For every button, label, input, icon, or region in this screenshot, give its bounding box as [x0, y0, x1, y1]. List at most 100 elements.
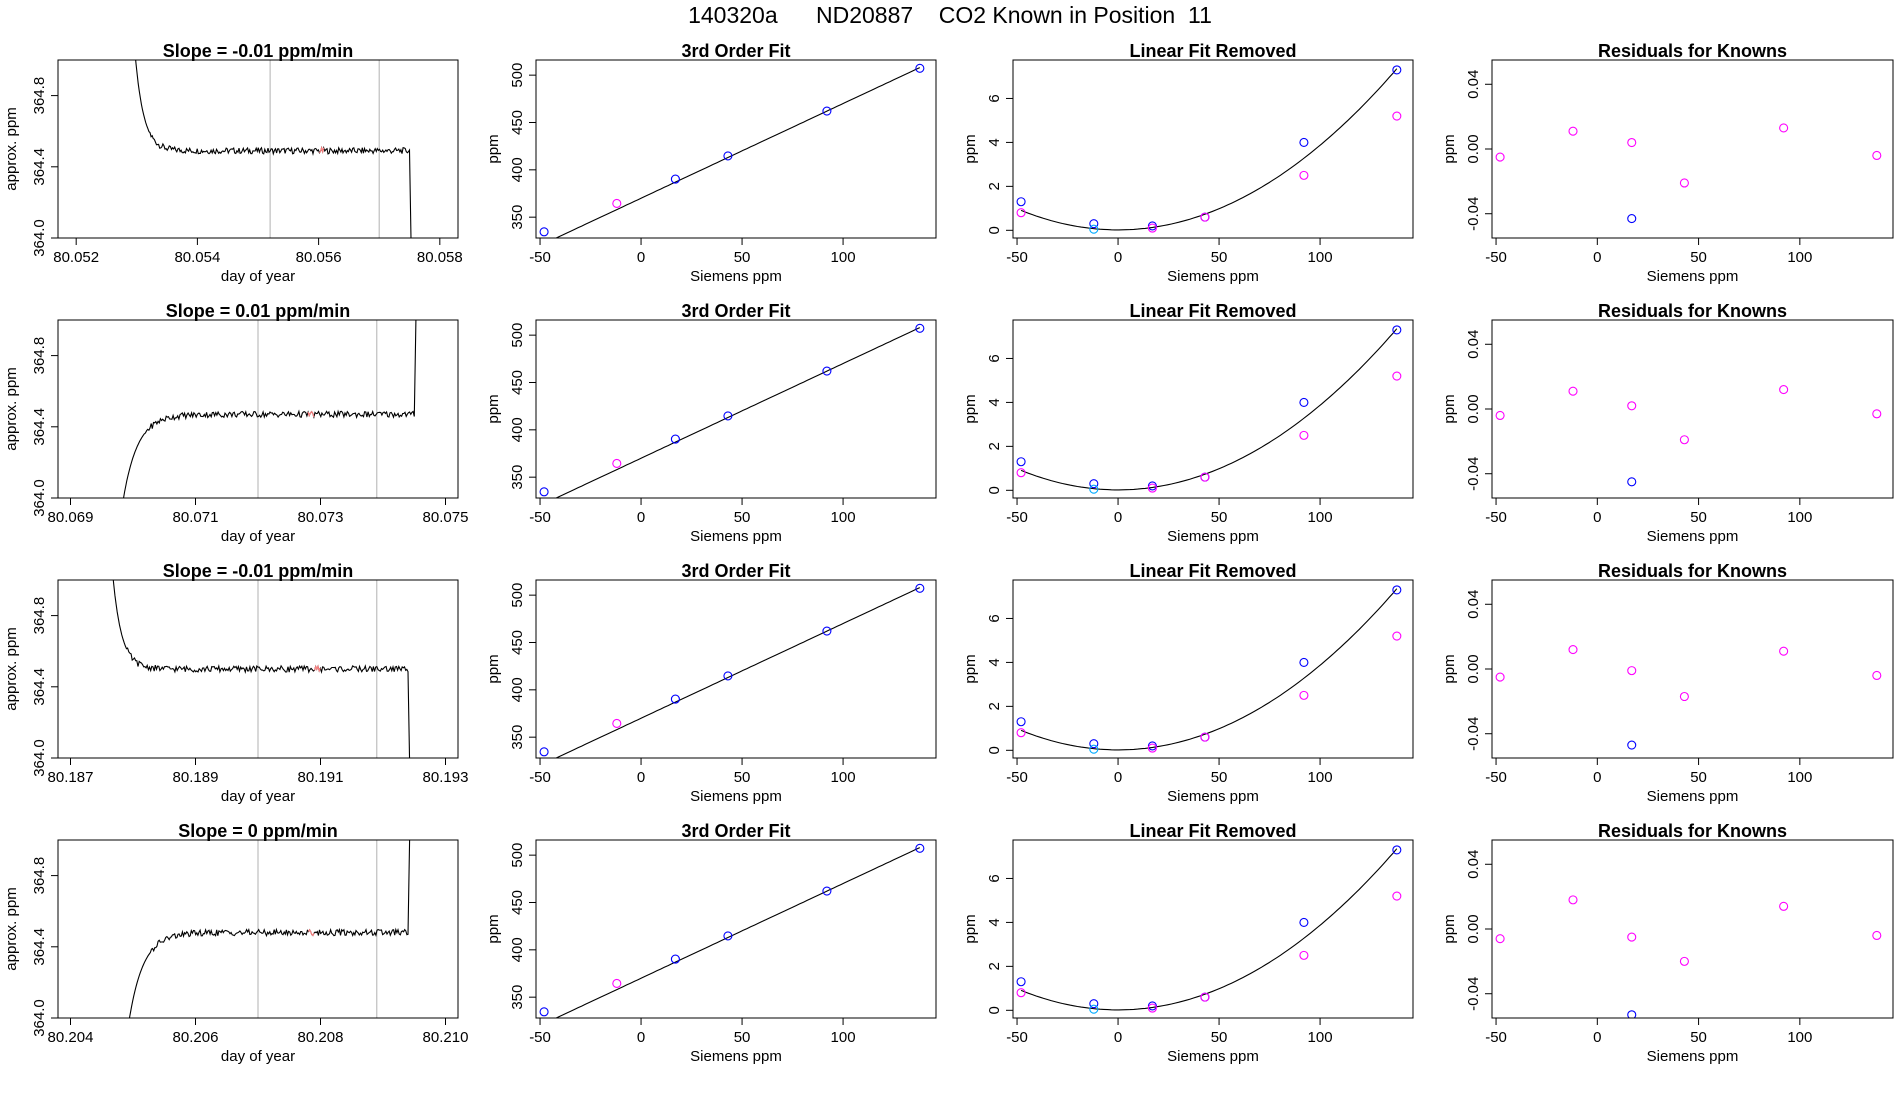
- plot-frame: [1012, 839, 1414, 1019]
- y-axis-label: ppm: [1441, 914, 1458, 943]
- data-point: [1495, 152, 1505, 162]
- y-tick-label: 0.00: [1465, 654, 1482, 683]
- panel-0-2: Linear Fit Removed -50 0 50 100 Siemens ppm 0 2…: [962, 41, 1414, 285]
- y-tick-label: -0.04: [1465, 717, 1482, 751]
- plot-frame: [535, 319, 937, 499]
- data-point: [1392, 891, 1402, 901]
- data-point: [1392, 631, 1402, 641]
- y-tick-label: 0.00: [1465, 914, 1482, 943]
- data-point: [539, 227, 549, 237]
- x-tick-label: 80.210: [423, 1029, 469, 1046]
- data-point: [1495, 410, 1505, 421]
- y-tick-label: 364.0: [31, 479, 48, 517]
- y-tick-label: 0.04: [1465, 330, 1482, 359]
- data-point: [1089, 484, 1099, 494]
- data-point: [1679, 178, 1689, 188]
- data-point: [1147, 743, 1157, 753]
- plot-frame: [57, 579, 459, 759]
- x-tick-label: 0: [1593, 1029, 1601, 1046]
- y-tick-label: 364.0: [31, 739, 48, 777]
- x-axis-label: Siemens ppm: [1647, 1048, 1739, 1065]
- plot-frame: [535, 59, 937, 239]
- data-point: [1627, 477, 1637, 487]
- plot-frame: [57, 319, 459, 499]
- y-tick-label: -0.04: [1465, 977, 1482, 1011]
- data-point: [1016, 977, 1026, 987]
- data-point: [1568, 386, 1578, 396]
- x-axis-label: Siemens ppm: [1167, 268, 1259, 285]
- figure-title: 140320a ND20887 CO2 Known in Position 11: [688, 2, 1212, 28]
- plot-frame: [1491, 319, 1894, 499]
- data-point: [1495, 672, 1505, 682]
- y-tick-label: -0.04: [1465, 197, 1482, 231]
- data-point: [1200, 472, 1210, 482]
- data-trace-highlight: [307, 410, 315, 418]
- plot-area: [1495, 123, 1882, 224]
- panel-title: Slope = -0.01 ppm/min: [163, 561, 354, 581]
- data-point: [1016, 468, 1026, 478]
- data-point: [1872, 930, 1882, 941]
- data-point: [723, 671, 733, 681]
- y-tick-label: 6: [986, 614, 1003, 622]
- panel-3-1: 3rd Order Fit -50 0 50 100 Siemens ppm 350 400 4…: [485, 821, 937, 1065]
- data-point: [1299, 137, 1309, 147]
- panel-2-2: Linear Fit Removed -50 0 50 100 Siemens ppm 0 2…: [962, 561, 1414, 805]
- panel-2-1: 3rd Order Fit -50 0 50 100 Siemens ppm 350 400 4…: [485, 561, 937, 805]
- x-tick-label: 80.054: [174, 249, 220, 266]
- plot-area: [1016, 325, 1402, 494]
- x-tick-label: 100: [1308, 1029, 1333, 1046]
- x-tick-label: 0: [1593, 249, 1601, 266]
- y-tick-label: 0.04: [1465, 70, 1482, 99]
- y-tick-label: 4: [986, 658, 1003, 666]
- y-tick-label: 500: [509, 63, 526, 88]
- panel-title: Slope = -0.01 ppm/min: [163, 41, 354, 61]
- data-point: [670, 954, 680, 964]
- x-tick-label: 0: [1114, 1029, 1122, 1046]
- x-tick-label: 100: [1787, 1029, 1812, 1046]
- y-tick-label: 0.04: [1465, 850, 1482, 879]
- x-tick-label: -50: [1485, 1029, 1507, 1046]
- data-point: [1016, 988, 1026, 998]
- data-point: [1392, 371, 1402, 381]
- y-tick-label: 400: [509, 937, 526, 962]
- y-tick-label: 364.4: [31, 148, 48, 186]
- panel-2-0: Slope = -0.01 ppm/min 80.187 80.189 80.191 8…: [3, 561, 468, 805]
- y-tick-label: 450: [509, 110, 526, 135]
- y-axis-label: ppm: [1441, 394, 1458, 423]
- data-point: [1147, 223, 1157, 233]
- x-axis-label: Siemens ppm: [1647, 788, 1739, 805]
- data-point: [1872, 409, 1882, 419]
- x-tick-label: 80.052: [53, 249, 99, 266]
- y-tick-label: 6: [986, 94, 1003, 102]
- x-tick-label: 80.069: [48, 509, 94, 526]
- data-point: [1392, 845, 1402, 855]
- y-tick-label: 364.4: [31, 408, 48, 446]
- data-point: [670, 174, 680, 184]
- fit-curve: [1020, 68, 1398, 231]
- data-point: [1627, 932, 1637, 942]
- y-tick-label: 364.8: [31, 857, 48, 895]
- x-tick-label: 50: [734, 1029, 751, 1046]
- y-tick-label: 450: [509, 890, 526, 915]
- y-tick-label: 0.04: [1465, 590, 1482, 619]
- data-point: [1016, 728, 1026, 738]
- fit-curve: [1020, 848, 1398, 1011]
- x-tick-label: -50: [1485, 509, 1507, 526]
- y-tick-label: 350: [509, 205, 526, 230]
- data-point: [1568, 895, 1578, 905]
- x-axis-label: Siemens ppm: [1167, 1048, 1259, 1065]
- data-point: [612, 718, 622, 728]
- y-axis-label: approx. ppm: [3, 887, 20, 970]
- y-axis-label: approx. ppm: [3, 367, 20, 450]
- y-axis-label: ppm: [485, 394, 502, 423]
- x-tick-label: 100: [1308, 769, 1333, 786]
- x-tick-label: 80.204: [48, 1029, 94, 1046]
- data-trace: [122, 320, 417, 498]
- panel-3-0: Slope = 0 ppm/min 80.204 80.206 80.208 80.21…: [3, 821, 469, 1065]
- y-tick-label: 0: [986, 1006, 1003, 1014]
- plot-frame: [57, 839, 459, 1019]
- y-tick-label: 364.4: [31, 928, 48, 966]
- data-point: [1627, 137, 1637, 148]
- x-axis-label: Siemens ppm: [690, 1048, 782, 1065]
- y-axis-label: ppm: [962, 394, 979, 423]
